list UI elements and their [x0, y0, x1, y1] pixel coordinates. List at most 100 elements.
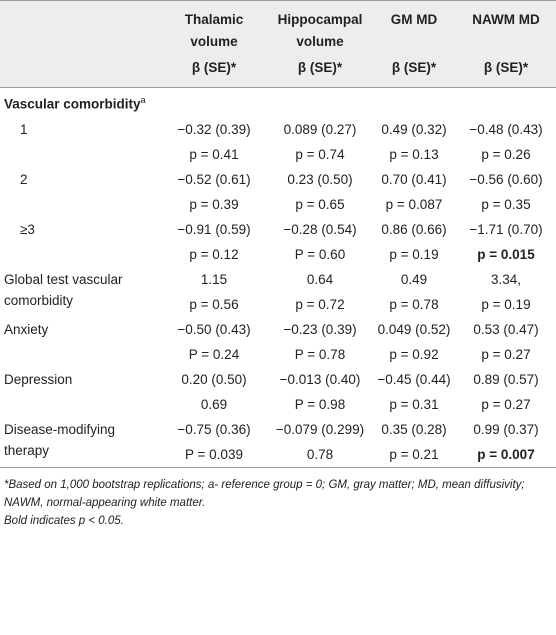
- table-cell: p = 0.13: [389, 146, 439, 162]
- column-header: GM MD: [390, 12, 438, 27]
- row-label-text: Vascular comorbidity: [4, 96, 141, 112]
- column-header: Thalamic volume: [184, 12, 244, 49]
- row-label-text: Disease-modifying therapy: [4, 421, 116, 458]
- table-cell: −0.23 (0.39): [283, 321, 357, 337]
- table-cell: 0.35 (0.28): [381, 421, 447, 437]
- table-cell: P = 0.78: [294, 346, 346, 362]
- table-cell: 0.89 (0.57): [473, 371, 539, 387]
- table-row: Disease-modifying therapy −0.75 (0.36) −0.…: [0, 417, 556, 458]
- row-label-text: Anxiety: [4, 321, 49, 337]
- spacer-cell: [160, 88, 556, 117]
- footnote: Bold indicates p < 0.05.: [4, 514, 124, 527]
- table-cell: −0.32 (0.39): [177, 121, 251, 137]
- table-cell: 0.49: [400, 271, 428, 287]
- table-cell: 0.53 (0.47): [473, 321, 539, 337]
- row-label: 1: [0, 117, 160, 167]
- table-cell: p = 0.007: [477, 446, 535, 462]
- table-cell: p = 0.92: [389, 346, 439, 362]
- table-cell: p = 0.27: [481, 346, 531, 362]
- row-label: Depression: [0, 367, 160, 417]
- table-cell: p = 0.31: [389, 396, 439, 412]
- column-subheader: β (SE)*: [297, 60, 343, 75]
- table-cell: p = 0.39: [189, 196, 239, 212]
- table-cell: p = 0.19: [389, 246, 439, 262]
- row-label-text: Global test vascular comorbidity: [4, 271, 123, 308]
- table-cell: p = 0.65: [295, 196, 345, 212]
- table-cell: 0.99 (0.37): [473, 421, 539, 437]
- table-row: 0.69 P = 0.98 p = 0.31 p = 0.27: [0, 392, 556, 417]
- table-cell: p = 0.21: [389, 446, 439, 462]
- table-header: Thalamic volume Hippocampal volume GM MD NA…: [0, 0, 556, 88]
- table-cell: −0.013 (0.40): [279, 371, 361, 387]
- table-row: Global test vascular comorbidity 1.15 0.64…: [0, 267, 556, 308]
- table-body: Vascular comorbiditya 1 −0.32 (0.39) 0.089 …: [0, 88, 556, 468]
- table-cell: 1.15: [200, 271, 228, 287]
- table-row: Depression 0.20 (0.50) −0.013 (0.40) −0.45 …: [0, 367, 556, 392]
- table-cell: 0.20 (0.50): [181, 371, 247, 387]
- table-cell: p = 0.26: [481, 146, 531, 162]
- table-cell: p = 0.72: [295, 296, 345, 312]
- table-row: p = 0.39 p = 0.65 p = 0.087 p = 0.35: [0, 192, 556, 217]
- column-subheader: β (SE)*: [483, 60, 529, 75]
- table-cell: p = 0.015: [477, 246, 535, 262]
- row-label-text: 1: [20, 121, 28, 137]
- row-label: Global test vascular comorbidity: [0, 267, 160, 317]
- table-cell: −0.75 (0.36): [177, 421, 251, 437]
- table-row: P = 0.039 0.78 p = 0.21 p = 0.007: [0, 442, 556, 468]
- table-cell: 0.089 (0.27): [283, 121, 357, 137]
- table-row: ≥3 −0.91 (0.59) −0.28 (0.54) 0.86 (0.66) −1.…: [0, 217, 556, 242]
- column-subheader: β (SE)*: [391, 60, 437, 75]
- table-row: 1 −0.32 (0.39) 0.089 (0.27) 0.49 (0.32) −0.4…: [0, 117, 556, 142]
- table-cell: 0.049 (0.52): [377, 321, 451, 337]
- row-label: 2: [0, 167, 160, 217]
- footnotes: *Based on 1,000 bootstrap replications; …: [0, 468, 556, 530]
- table-cell: P = 0.98: [294, 396, 346, 412]
- table-cell: 0.69: [200, 396, 228, 412]
- row-label: Disease-modifying therapy: [0, 417, 160, 468]
- table-row: 2 −0.52 (0.61) 0.23 (0.50) 0.70 (0.41) −0.56…: [0, 167, 556, 192]
- row-label-text: 2: [20, 171, 28, 187]
- table-cell: 3.34,: [490, 271, 522, 287]
- table-cell: 0.64: [306, 271, 334, 287]
- table-row: P = 0.24 P = 0.78 p = 0.92 p = 0.27: [0, 342, 556, 367]
- table-cell: p = 0.78: [389, 296, 439, 312]
- column-header: NAWM MD: [472, 12, 540, 27]
- column-subheader: β (SE)*: [191, 60, 237, 75]
- table-cell: 0.78: [306, 446, 334, 462]
- row-label-text: Depression: [4, 371, 73, 387]
- table-cell: p = 0.27: [481, 396, 531, 412]
- superscript: a: [140, 95, 146, 105]
- table-cell: p = 0.12: [189, 246, 239, 262]
- table-cell: 0.86 (0.66): [381, 221, 447, 237]
- table-cell: −0.45 (0.44): [377, 371, 451, 387]
- table-cell: −0.48 (0.43): [469, 121, 543, 137]
- results-table: Thalamic volume Hippocampal volume GM MD NA…: [0, 0, 556, 468]
- table-cell: p = 0.56: [189, 296, 239, 312]
- table-row: Vascular comorbiditya: [0, 88, 556, 117]
- table-cell: P = 0.24: [188, 346, 240, 362]
- table-cell: 0.23 (0.50): [287, 171, 353, 187]
- table-row: p = 0.56 p = 0.72 p = 0.78 p = 0.19: [0, 292, 556, 317]
- table-cell: 0.70 (0.41): [381, 171, 447, 187]
- table-cell: p = 0.74: [295, 146, 345, 162]
- header-row: Thalamic volume Hippocampal volume GM MD NA…: [0, 0, 556, 57]
- row-label: Vascular comorbiditya: [0, 88, 160, 117]
- table-cell: −0.56 (0.60): [469, 171, 543, 187]
- table-cell: −0.50 (0.43): [177, 321, 251, 337]
- table-row: Anxiety −0.50 (0.43) −0.23 (0.39) 0.049 (0.…: [0, 317, 556, 342]
- row-label: ≥3: [0, 217, 160, 267]
- table-row: p = 0.12 P = 0.60 p = 0.19 p = 0.015: [0, 242, 556, 267]
- table-cell: −0.079 (0.299): [275, 421, 365, 437]
- table-cell: p = 0.19: [481, 296, 531, 312]
- table-cell: 0.49 (0.32): [381, 121, 447, 137]
- row-label-text: ≥3: [20, 221, 35, 237]
- table-cell: p = 0.087: [385, 196, 443, 212]
- table-cell: −0.52 (0.61): [177, 171, 251, 187]
- table-cell: p = 0.35: [481, 196, 531, 212]
- footnote: *Based on 1,000 bootstrap replications; …: [4, 478, 525, 509]
- table-cell: −0.91 (0.59): [177, 221, 251, 237]
- table-cell: −0.28 (0.54): [283, 221, 357, 237]
- table-cell: P = 0.60: [294, 246, 346, 262]
- table-cell: p = 0.41: [189, 146, 239, 162]
